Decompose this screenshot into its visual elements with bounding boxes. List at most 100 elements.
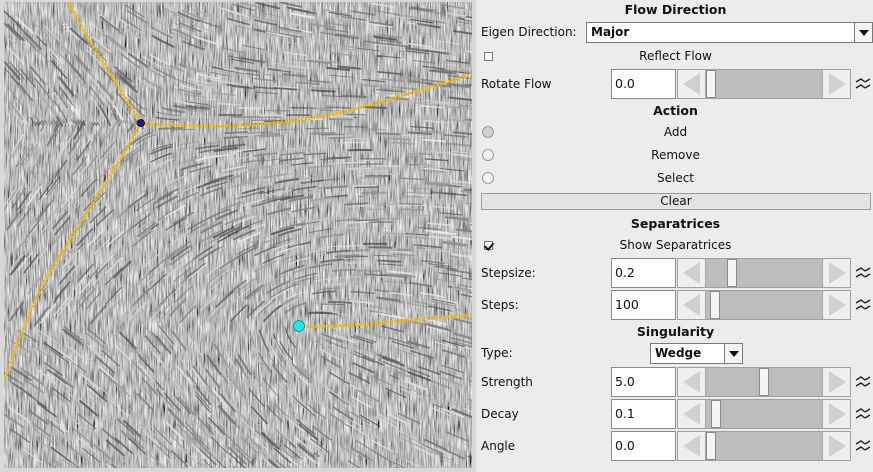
flow-streak: [221, 46, 245, 54]
flow-streak: [354, 444, 376, 459]
flow-streak: [13, 112, 28, 125]
link-icon[interactable]: [854, 297, 872, 313]
radio-select[interactable]: [482, 172, 494, 184]
wedge-singularity[interactable]: [293, 320, 305, 332]
increment-arrow-icon[interactable]: [822, 400, 850, 428]
link-icon[interactable]: [854, 265, 872, 281]
flow-streak: [149, 152, 173, 163]
link-icon[interactable]: [854, 76, 872, 92]
flow-streak: [61, 120, 74, 127]
stepsize-slider[interactable]: [677, 258, 851, 288]
flow-streak: [195, 96, 220, 101]
angle-slider[interactable]: [677, 431, 851, 461]
flow-streak: [77, 263, 94, 282]
flow-streak: [146, 27, 168, 40]
flow-streak: [220, 354, 235, 376]
slider-thumb[interactable]: [727, 259, 737, 287]
decrement-arrow-icon[interactable]: [678, 368, 706, 396]
decay-input[interactable]: 0.1: [611, 399, 676, 429]
flow-streak: [361, 128, 386, 131]
flow-streak: [158, 305, 175, 323]
flow-streak: [284, 326, 295, 348]
flow-streak: [90, 124, 105, 146]
flow-streak: [369, 21, 394, 27]
flow-streak: [310, 196, 335, 202]
stepsize-input[interactable]: 0.2: [611, 258, 676, 288]
radio-add[interactable]: [482, 126, 494, 138]
trisector-singularity[interactable]: [137, 119, 145, 127]
flow-streak: [319, 339, 342, 351]
decrement-arrow-icon[interactable]: [678, 70, 706, 98]
flow-streak: [10, 339, 32, 354]
increment-arrow-icon[interactable]: [822, 368, 850, 396]
show-separatrices-checkbox[interactable]: [484, 241, 493, 250]
slider-thumb[interactable]: [710, 291, 720, 319]
flow-streak: [91, 230, 110, 248]
flow-streak: [401, 134, 425, 138]
flow-viewport[interactable]: [0, 0, 476, 472]
flow-streak: [8, 37, 27, 56]
flow-streak: [375, 415, 398, 429]
decrement-arrow-icon[interactable]: [678, 400, 706, 428]
increment-arrow-icon[interactable]: [822, 259, 850, 287]
flow-streak: [396, 75, 422, 80]
angle-input[interactable]: 0.0: [611, 431, 676, 461]
increment-arrow-icon[interactable]: [822, 291, 850, 319]
slider-thumb[interactable]: [706, 432, 716, 460]
flow-streak: [321, 383, 342, 398]
flow-streak: [187, 77, 212, 85]
flow-streak: [53, 297, 70, 317]
chevron-down-icon[interactable]: [854, 23, 872, 42]
eigen-direction-select[interactable]: Major: [586, 22, 873, 43]
decrement-arrow-icon[interactable]: [678, 432, 706, 460]
clear-button[interactable]: Clear: [481, 193, 871, 210]
flow-streak: [423, 182, 448, 187]
strength-input[interactable]: 5.0: [611, 367, 676, 397]
strength-slider[interactable]: [677, 367, 851, 397]
radio-remove[interactable]: [482, 149, 494, 161]
decay-slider[interactable]: [677, 399, 851, 429]
flow-streak: [260, 135, 284, 138]
flow-streak: [15, 3, 34, 20]
flow-streak: [172, 28, 196, 40]
flow-streak: [17, 251, 33, 272]
steps-input[interactable]: 100: [611, 290, 676, 320]
flow-streak: [167, 406, 185, 425]
chevron-down-icon[interactable]: [724, 344, 742, 363]
increment-arrow-icon[interactable]: [822, 70, 850, 98]
slider-thumb[interactable]: [711, 400, 721, 428]
slider-thumb[interactable]: [706, 70, 716, 98]
increment-arrow-icon[interactable]: [822, 432, 850, 460]
slider-thumb[interactable]: [759, 368, 769, 396]
flow-streak: [232, 287, 252, 304]
decrement-arrow-icon[interactable]: [678, 259, 706, 287]
flow-streak: [400, 195, 425, 199]
flow-streak: [285, 327, 297, 349]
flow-streak: [169, 30, 192, 42]
rotate-flow-slider[interactable]: [677, 69, 851, 99]
flow-streak: [86, 344, 105, 361]
flow-streak: [265, 31, 290, 38]
singularity-type-select[interactable]: Wedge: [650, 343, 743, 364]
decrement-arrow-icon[interactable]: [678, 291, 706, 319]
link-icon[interactable]: [854, 374, 872, 390]
link-icon[interactable]: [854, 438, 872, 454]
flow-canvas[interactable]: [4, 2, 472, 468]
steps-slider[interactable]: [677, 290, 851, 320]
flow-streak: [377, 33, 402, 39]
flow-streak: [105, 267, 122, 286]
flow-streak: [221, 143, 246, 149]
reflect-flow-checkbox[interactable]: [484, 52, 493, 61]
flow-streak: [99, 265, 117, 284]
flow-streak: [404, 213, 429, 217]
flow-streak: [224, 131, 249, 135]
flow-streak: [20, 144, 34, 166]
flow-streak: [177, 88, 202, 96]
flow-streak: [89, 206, 107, 224]
rotate-flow-input[interactable]: 0.0: [611, 69, 676, 99]
link-icon[interactable]: [854, 406, 872, 422]
flow-streak: [294, 272, 318, 280]
flow-streak: [441, 349, 465, 358]
flow-streak: [67, 458, 80, 468]
flow-streak: [114, 66, 133, 83]
